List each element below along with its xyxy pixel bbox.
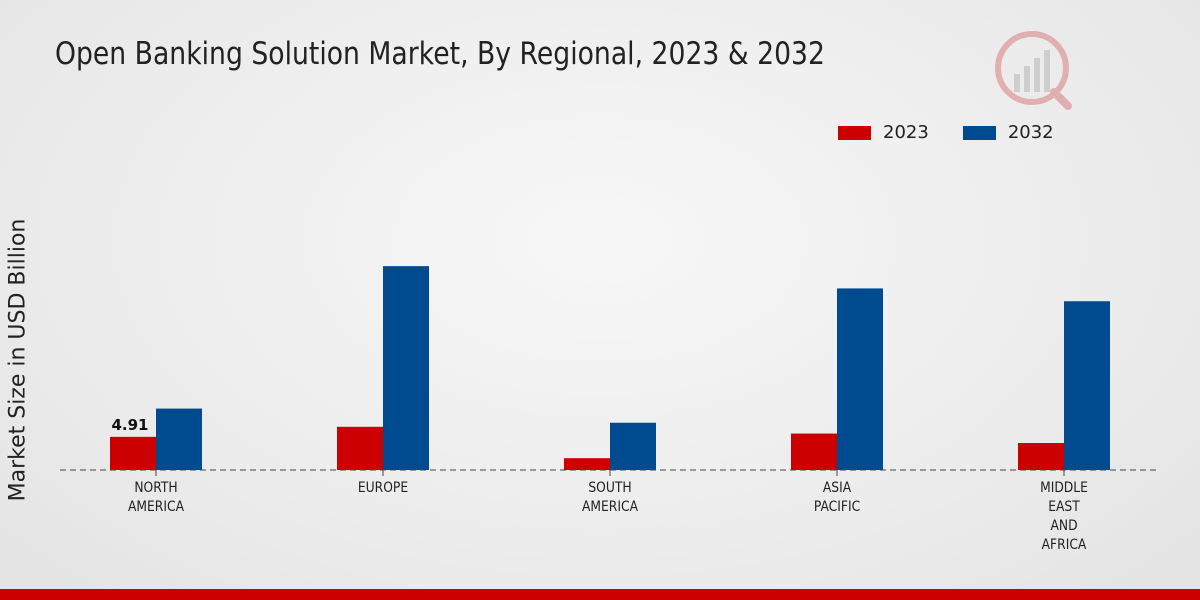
x-tick-label-line: EUROPE — [358, 480, 408, 496]
x-tick-label-middle-east-and-africa: MIDDLE EAST AND AFRICA — [1040, 480, 1088, 553]
data-label: 4.91 — [111, 416, 148, 434]
x-tick-label-line: AMERICA — [582, 499, 638, 515]
bar-2032-south-america — [610, 422, 656, 470]
x-tick-label-line: AND — [1050, 518, 1077, 534]
x-tick-label-line: AFRICA — [1042, 537, 1087, 553]
x-tick-label-europe: EUROPE — [358, 480, 408, 496]
bar-2023-europe — [337, 426, 383, 470]
x-tick-label-north-america: NORTH AMERICA — [128, 480, 184, 515]
legend: 2023 2032 — [838, 122, 1088, 143]
x-tick-label-south-america: SOUTH AMERICA — [582, 480, 638, 515]
x-tick-label-line: EAST — [1048, 499, 1080, 515]
x-tick-label-line: PACIFIC — [814, 499, 860, 515]
x-tick-label-line: MIDDLE — [1040, 480, 1088, 496]
bar-2023-south-america — [564, 458, 610, 470]
bar-2032-asia-pacific — [837, 288, 883, 470]
x-tick-label-line: NORTH — [134, 480, 177, 496]
legend-swatch-2032 — [962, 125, 996, 140]
x-tick-label-line: ASIA — [823, 480, 851, 496]
x-tick-label-line: AMERICA — [128, 499, 184, 515]
brand-logo-icon — [995, 31, 1072, 110]
legend-label-2032: 2032 — [1007, 122, 1054, 143]
legend-swatch-2023 — [838, 125, 871, 140]
legend-item-2023: 2023 — [838, 122, 929, 143]
bar-2023-north-america — [110, 436, 156, 470]
bar-2032-europe — [383, 266, 429, 470]
x-tick-label-line: SOUTH — [588, 480, 631, 496]
bar-2023-asia-pacific — [791, 433, 837, 470]
legend-label-2023: 2023 — [883, 122, 929, 143]
bar-2032-north-america — [156, 408, 202, 470]
legend-item-2032: 2032 — [962, 122, 1054, 143]
bar-2023-middle-east-and-africa — [1018, 443, 1064, 470]
x-tick-label-asia-pacific: ASIA PACIFIC — [814, 480, 860, 515]
bottom-accent-bar — [0, 589, 1200, 600]
bar-2032-middle-east-and-africa — [1064, 301, 1110, 470]
chart-title: Open Banking Solution Market, By Regiona… — [55, 36, 825, 72]
